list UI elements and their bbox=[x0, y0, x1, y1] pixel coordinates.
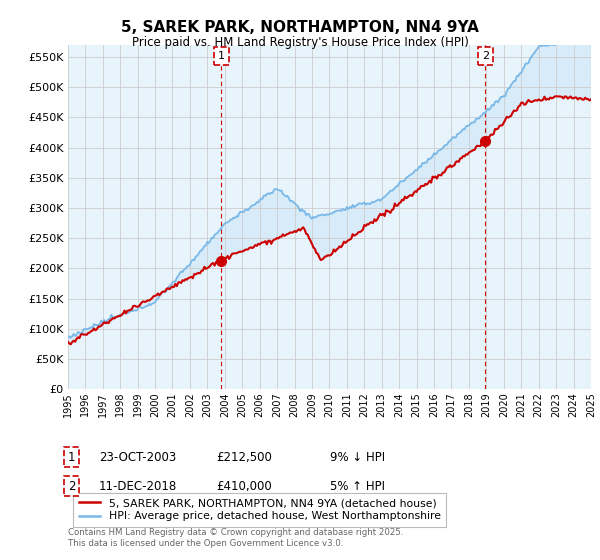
Text: 5, SAREK PARK, NORTHAMPTON, NN4 9YA: 5, SAREK PARK, NORTHAMPTON, NN4 9YA bbox=[121, 20, 479, 35]
Text: 9% ↓ HPI: 9% ↓ HPI bbox=[330, 451, 385, 464]
Text: 1: 1 bbox=[68, 451, 76, 464]
Text: 11-DEC-2018: 11-DEC-2018 bbox=[99, 480, 177, 493]
Text: Price paid vs. HM Land Registry's House Price Index (HPI): Price paid vs. HM Land Registry's House … bbox=[131, 36, 469, 49]
Text: £410,000: £410,000 bbox=[216, 480, 272, 493]
Text: 1: 1 bbox=[218, 50, 225, 60]
Legend: 5, SAREK PARK, NORTHAMPTON, NN4 9YA (detached house), HPI: Average price, detach: 5, SAREK PARK, NORTHAMPTON, NN4 9YA (det… bbox=[73, 493, 446, 527]
Text: £212,500: £212,500 bbox=[216, 451, 272, 464]
Text: 2: 2 bbox=[68, 480, 76, 493]
Text: 2: 2 bbox=[482, 50, 489, 60]
Text: 5% ↑ HPI: 5% ↑ HPI bbox=[330, 480, 385, 493]
Text: Contains HM Land Registry data © Crown copyright and database right 2025.
This d: Contains HM Land Registry data © Crown c… bbox=[68, 528, 403, 548]
Text: 23-OCT-2003: 23-OCT-2003 bbox=[99, 451, 176, 464]
